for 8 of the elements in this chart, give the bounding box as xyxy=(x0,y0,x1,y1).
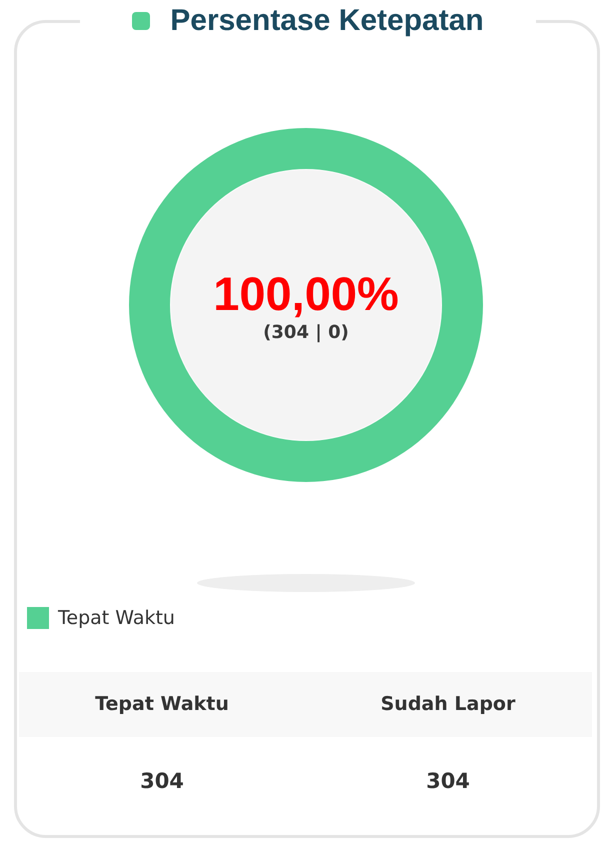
text: 100,00% xyxy=(213,267,399,320)
text: 304 xyxy=(139,768,185,794)
text: Sudah Lapor xyxy=(380,692,516,716)
text: 304 xyxy=(425,768,471,794)
text: (304 | 0) xyxy=(263,322,349,343)
chart-title: Persentase Ketepatan xyxy=(170,3,484,39)
legend-label: Tepat Waktu xyxy=(57,607,175,629)
text: Tepat Waktu xyxy=(94,692,230,716)
